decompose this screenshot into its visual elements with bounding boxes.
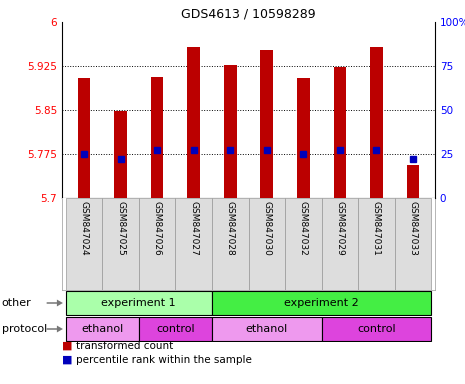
Bar (175, 198, 212, 290)
Bar (66, 198, 102, 290)
Bar (212, 291, 432, 316)
Bar (395, 198, 432, 290)
Text: other: other (2, 298, 32, 308)
Text: GSM847027: GSM847027 (189, 201, 198, 255)
Bar (139, 316, 212, 341)
Bar (370, 46, 383, 198)
Bar (322, 316, 432, 341)
Bar (66, 316, 139, 341)
Bar (224, 65, 237, 198)
Bar (139, 198, 175, 290)
Bar (102, 198, 139, 290)
Bar (151, 77, 164, 198)
Bar (297, 78, 310, 198)
Text: ethanol: ethanol (246, 324, 288, 334)
Bar (333, 67, 346, 198)
Text: experiment 1: experiment 1 (101, 298, 176, 308)
Title: GDS4613 / 10598289: GDS4613 / 10598289 (181, 8, 316, 21)
Text: GSM847024: GSM847024 (80, 201, 88, 255)
Bar (260, 50, 273, 198)
Text: percentile rank within the sample: percentile rank within the sample (76, 355, 252, 365)
Text: GSM847030: GSM847030 (262, 201, 271, 256)
Text: experiment 2: experiment 2 (284, 298, 359, 308)
Text: GSM847033: GSM847033 (409, 201, 418, 256)
Text: GSM847031: GSM847031 (372, 201, 381, 256)
Bar (407, 165, 419, 198)
Bar (322, 198, 358, 290)
Bar (285, 198, 322, 290)
Text: GSM847032: GSM847032 (299, 201, 308, 255)
Text: GSM847028: GSM847028 (226, 201, 235, 255)
Text: transformed count: transformed count (76, 341, 173, 351)
Bar (212, 316, 322, 341)
Text: protocol: protocol (2, 324, 47, 334)
Text: control: control (156, 324, 195, 334)
Text: control: control (357, 324, 396, 334)
Bar (248, 198, 285, 290)
Bar (78, 78, 90, 198)
Text: GSM847025: GSM847025 (116, 201, 125, 255)
Text: ethanol: ethanol (81, 324, 123, 334)
Bar (212, 198, 248, 290)
Text: GSM847029: GSM847029 (335, 201, 345, 255)
Bar (66, 291, 212, 316)
Bar (187, 46, 200, 198)
Text: GSM847026: GSM847026 (153, 201, 161, 255)
Text: ■: ■ (62, 341, 73, 351)
Bar (358, 198, 395, 290)
Bar (114, 111, 127, 198)
Text: ■: ■ (62, 355, 73, 365)
